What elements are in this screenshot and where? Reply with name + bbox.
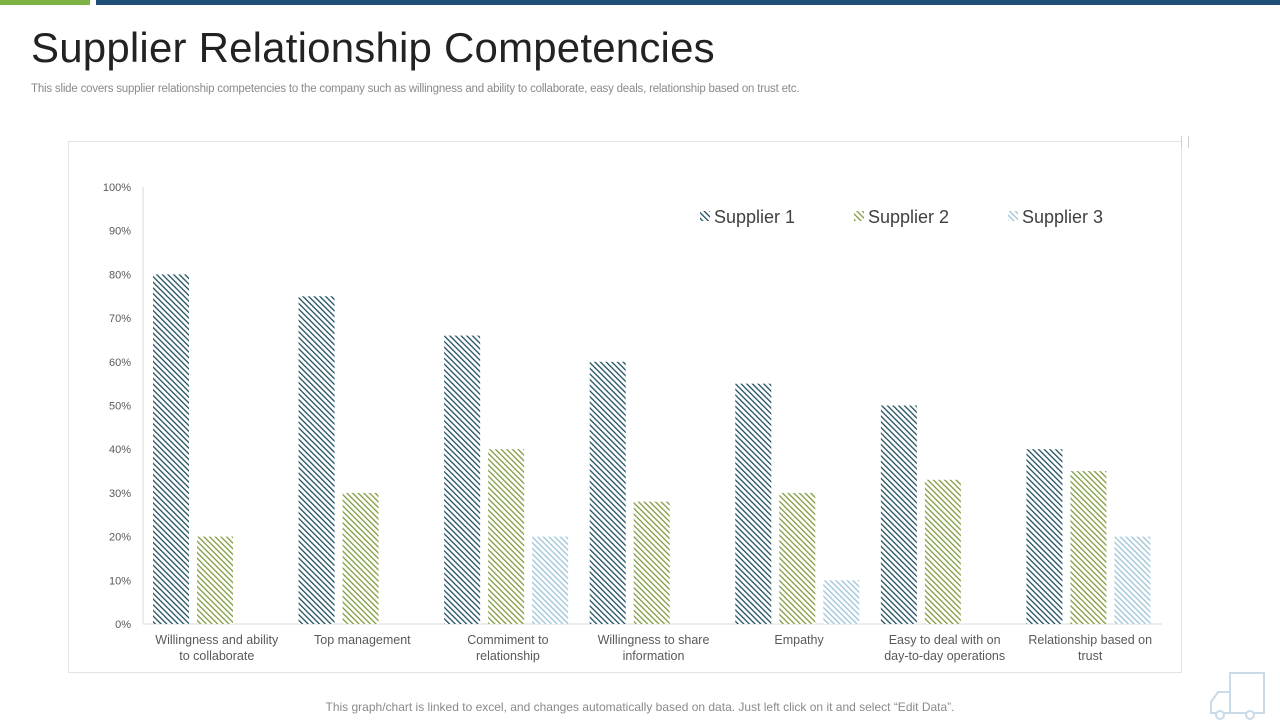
bar-supplier-1-1[interactable] — [298, 296, 335, 624]
chart-frame-handle[interactable] — [1181, 136, 1189, 148]
bar-supplier-2-2[interactable] — [488, 449, 525, 624]
bar-supplier-3-4[interactable] — [823, 580, 860, 624]
y-tick-label: 100% — [103, 182, 131, 194]
y-tick-label: 80% — [109, 269, 131, 281]
bar-supplier-1-3[interactable] — [589, 361, 626, 624]
bar-supplier-2-3[interactable] — [633, 501, 670, 624]
y-tick-label: 50% — [109, 401, 131, 413]
truck-icon — [1210, 672, 1265, 720]
y-tick-label: 20% — [109, 532, 131, 544]
y-tick-label: 90% — [109, 226, 131, 238]
y-tick-label: 40% — [109, 444, 131, 456]
bar-supplier-2-6[interactable] — [1070, 471, 1107, 624]
bar-supplier-1-0[interactable] — [153, 274, 189, 624]
x-tick-label: Willingness and ability to collaborate — [155, 633, 279, 663]
y-tick-label: 70% — [109, 313, 131, 325]
y-tick-label: 0% — [115, 619, 131, 631]
legend-label-2[interactable]: Supplier 2 — [868, 207, 949, 227]
x-tick-label: Empathy — [774, 633, 824, 647]
bar-supplier-2-5[interactable] — [924, 479, 961, 624]
x-tick-label: Top management — [314, 633, 411, 647]
page-subtitle: This slide covers supplier relationship … — [31, 83, 800, 95]
bar-supplier-1-5[interactable] — [880, 405, 917, 625]
y-tick-label: 60% — [109, 357, 131, 369]
legend-swatch-2 — [854, 211, 864, 221]
x-tick-label: Easy to deal with on day-to-day operation… — [884, 633, 1005, 663]
bar-supplier-3-6[interactable] — [1114, 536, 1151, 624]
y-tick-label: 10% — [109, 575, 131, 587]
y-tick-label: 30% — [109, 488, 131, 500]
bar-supplier-3-2[interactable] — [532, 536, 569, 624]
bar-supplier-2-4[interactable] — [779, 492, 816, 624]
bar-supplier-2-0[interactable] — [197, 536, 233, 624]
header-accent-green — [0, 0, 90, 5]
bar-supplier-1-2[interactable] — [444, 335, 481, 624]
x-tick-label: Relationship based on trust — [1028, 633, 1152, 663]
legend-swatch-1 — [700, 211, 710, 221]
page-title: Supplier Relationship Competencies — [31, 24, 715, 71]
bar-supplier-1-6[interactable] — [1026, 449, 1063, 624]
x-tick-label: Commiment to relationship — [467, 633, 548, 663]
chart-frame[interactable] — [68, 141, 1182, 673]
header-accent-blue — [96, 0, 1280, 5]
bar-supplier-2-1[interactable] — [342, 492, 379, 624]
legend-swatch-3 — [1008, 211, 1018, 221]
x-tick-label: Willingness to share information — [598, 633, 710, 663]
footer-note: This graph/chart is linked to excel, and… — [325, 700, 955, 714]
legend-label-1[interactable]: Supplier 1 — [714, 207, 795, 227]
legend-label-3[interactable]: Supplier 3 — [1022, 207, 1103, 227]
bar-supplier-1-4[interactable] — [735, 383, 772, 624]
